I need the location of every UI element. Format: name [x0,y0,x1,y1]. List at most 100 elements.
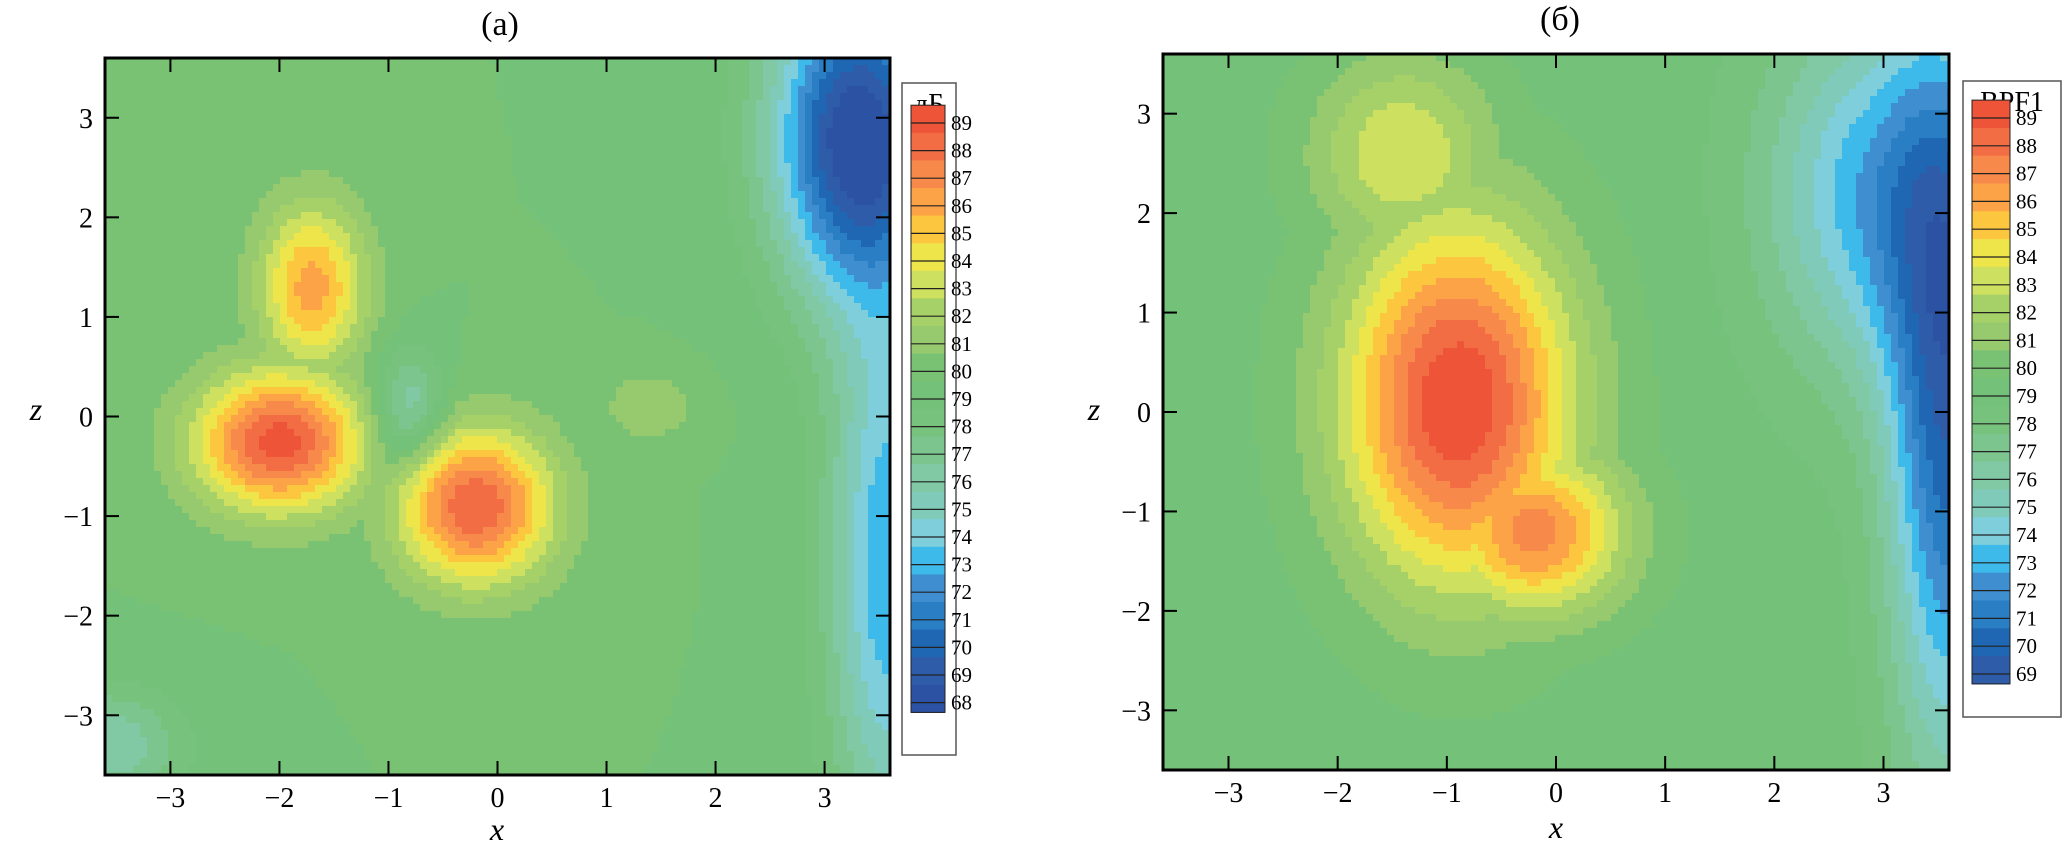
legend-label: 75 [2016,495,2037,519]
legend-swatch [911,353,945,382]
legend-label: 70 [951,635,972,659]
y-tick-label: −1 [63,502,93,533]
legend-swatch [1972,405,2010,435]
legend-label: 69 [951,663,972,687]
legend-swatch [911,574,945,603]
legend-label: 85 [2016,217,2037,241]
legend-label: 68 [951,691,972,715]
legend-label: 73 [2016,551,2037,575]
legend-label: 72 [2016,579,2037,603]
y-tick-label: −3 [63,701,93,732]
legend-swatch [1972,322,2010,351]
legend-label: 76 [951,470,972,494]
legend-label: 81 [951,332,972,356]
legend-swatch [1972,433,2010,462]
legend-label: 84 [2016,245,2038,269]
x-tick-label: −2 [265,783,295,814]
legend-swatch [911,684,945,713]
panel-title: (б) [1540,1,1580,38]
legend-label: 74 [951,525,973,549]
legend-swatch [1972,461,2010,490]
legend-swatch [911,188,945,217]
legend-swatch [911,546,945,575]
legend-swatch [911,602,945,631]
x-tick-label: 3 [1877,778,1891,809]
legend-swatch [1972,600,2010,629]
legend-swatch [1972,489,2010,518]
y-tick-label: −1 [1121,497,1151,528]
legend-swatch [1972,239,2010,268]
y-axis-label: z [29,391,43,427]
legend: дБ89888786858483828180797877767574737271… [901,82,973,756]
legend-label: 86 [951,194,972,218]
legend-swatch [911,132,945,161]
y-tick-label: 3 [1137,100,1151,131]
legend-swatch [1972,350,2010,379]
legend: BPF1898887868584838281807978777675747372… [1962,80,2062,718]
legend-swatch [911,464,945,493]
legend-swatch [911,657,945,686]
y-tick-label: 0 [79,403,93,434]
legend-label: 84 [951,249,973,273]
legend-swatch [1972,572,2010,601]
legend-label: 81 [2016,328,2037,352]
legend-label: 88 [951,139,972,163]
x-axis-label: x [489,811,504,847]
y-tick-label: −2 [1121,597,1151,628]
legend-swatch [1972,183,2010,212]
legend-label: 69 [2016,662,2037,686]
legend-swatch [1972,628,2010,657]
legend-bar-frame [1971,99,2011,685]
x-tick-label: −1 [374,783,404,814]
legend-swatch [911,629,945,658]
legend-label: 89 [951,111,972,135]
legend-label: 89 [2016,106,2037,130]
legend-label: 76 [2016,467,2037,491]
x-tick-label: 0 [1549,778,1563,809]
legend-swatch [1972,211,2010,240]
legend-swatch [1972,378,2010,407]
legend-swatch [911,491,945,520]
legend-label: 77 [951,442,972,466]
legend-swatch [911,215,945,244]
legend-swatch [911,160,945,189]
legend-swatch [911,519,945,548]
y-axis-label: z [1087,391,1101,427]
legend-label: 71 [2016,606,2037,630]
legend-label: 78 [951,415,972,439]
contour-field [1163,54,1949,770]
y-tick-label: 1 [79,303,93,334]
legend-swatch [911,298,945,327]
legend-swatch [911,326,945,355]
legend-label: 79 [951,387,972,411]
x-tick-label: −1 [1432,778,1462,809]
legend-swatch [911,408,945,437]
legend-label: 80 [951,359,972,383]
legend-swatch [911,270,945,299]
legend-swatch [911,243,945,272]
legend-label: 83 [951,277,972,301]
legend-label: 79 [2016,384,2037,408]
x-tick-label: −2 [1323,778,1353,809]
panel-a: (а)−3 −2 −1 0 1 2 33210−1−2−3xzдБ8988878685848… [29,6,973,847]
legend-label: 86 [2016,189,2037,213]
legend-label: 71 [951,608,972,632]
legend-swatch [1972,517,2010,546]
legend-label: 82 [951,304,972,328]
x-tick-label: 0 [491,783,505,814]
y-tick-label: −3 [1121,696,1151,727]
y-tick-label: 3 [79,104,93,135]
x-tick-label: 1 [1658,778,1672,809]
legend-label: 70 [2016,634,2037,658]
legend-swatch [1972,100,2010,129]
legend-swatch [1972,155,2010,184]
panel-b: (б)−3 −2 −1 0 1 2 33210−1−2−3xzBPF189888786858… [1087,1,2062,845]
legend-swatch [1972,266,2010,296]
legend-label: 74 [2016,523,2038,547]
x-axis-label: x [1548,809,1563,845]
y-tick-label: 2 [1137,199,1151,230]
x-tick-label: 1 [600,783,614,814]
x-tick-label: 2 [1767,778,1781,809]
legend-swatch [911,105,945,134]
legend-swatch [911,436,945,465]
